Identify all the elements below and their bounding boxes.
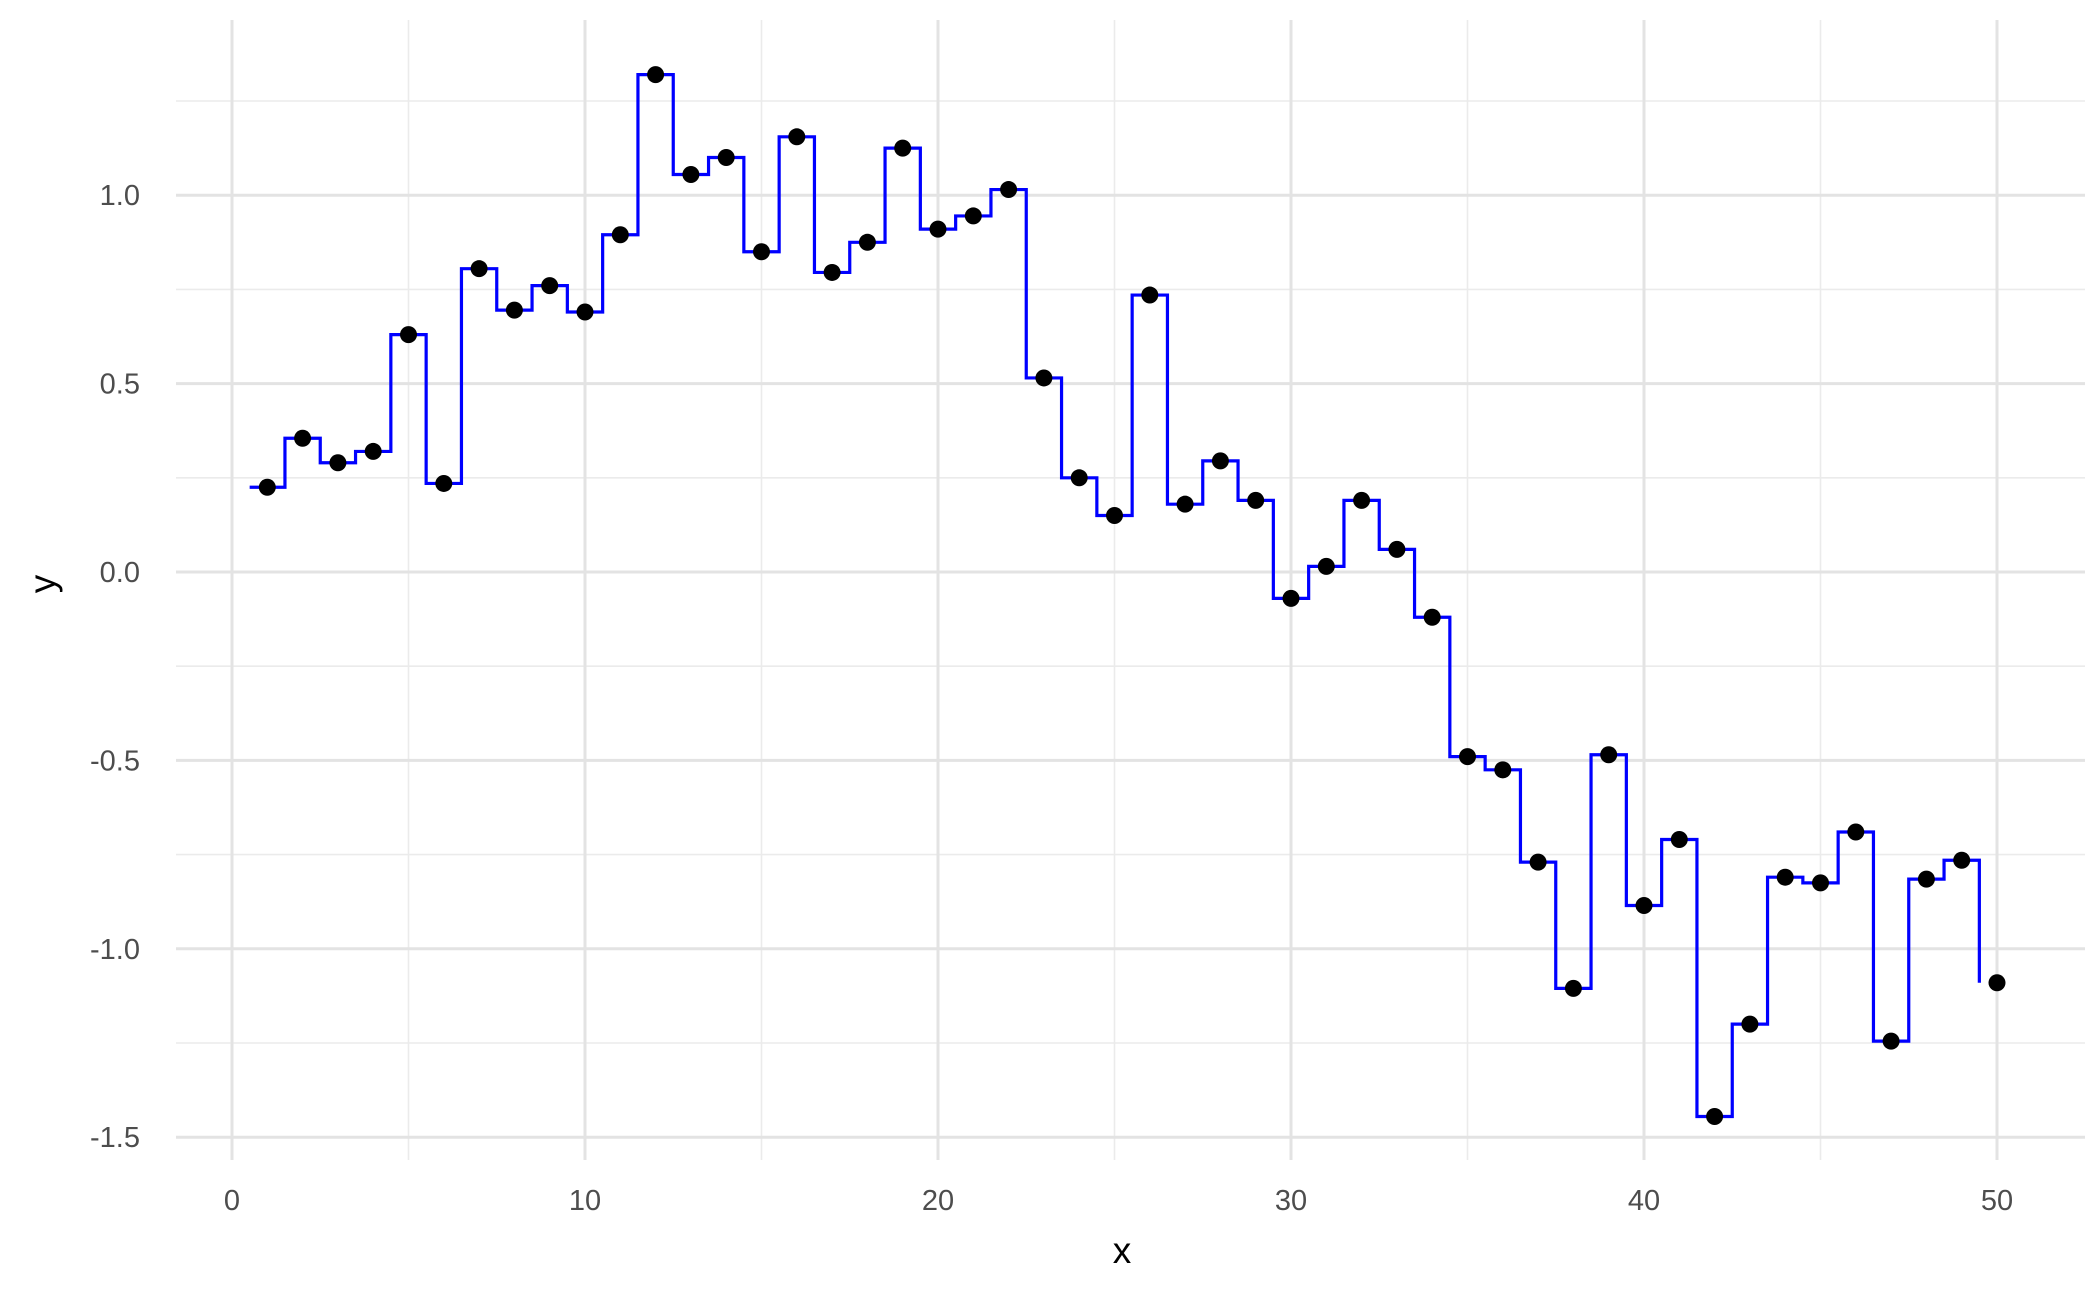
x-tick-label: 40 xyxy=(1628,1185,1660,1217)
y-tick-label: 1.0 xyxy=(100,180,140,212)
data-point xyxy=(470,260,488,278)
y-axis-title: y xyxy=(22,574,63,593)
y-tick-label: -1.5 xyxy=(90,1122,140,1154)
y-axis-ticks: -1.5 -1.0 -0.5 0.0 0.5 1.0 xyxy=(90,180,140,1154)
data-point xyxy=(1141,286,1159,304)
data-point xyxy=(611,226,629,244)
data-point xyxy=(435,474,453,492)
data-point xyxy=(1564,979,1582,997)
x-axis-title: x xyxy=(1113,1230,1132,1271)
data-point xyxy=(717,149,735,167)
x-tick-label: 10 xyxy=(569,1185,601,1217)
data-point xyxy=(1988,974,2006,992)
x-axis-ticks: 0 10 20 30 40 50 xyxy=(224,1185,2013,1217)
y-tick-label: -0.5 xyxy=(90,745,140,777)
data-point xyxy=(1741,1015,1759,1033)
data-point xyxy=(541,277,559,295)
data-point xyxy=(1070,469,1088,487)
data-point xyxy=(1282,589,1300,607)
data-point xyxy=(1247,491,1265,509)
data-point xyxy=(1459,748,1476,766)
y-tick-label: -1.0 xyxy=(90,934,140,966)
data-point xyxy=(1176,495,1194,513)
data-point xyxy=(647,66,665,84)
x-tick-label: 30 xyxy=(1275,1185,1307,1217)
x-tick-label: 0 xyxy=(224,1185,240,1217)
data-point xyxy=(1317,557,1335,575)
data-point xyxy=(788,128,806,146)
data-point xyxy=(1670,831,1688,849)
data-point xyxy=(929,220,947,238)
data-point xyxy=(1847,823,1865,841)
data-point xyxy=(1600,746,1618,764)
data-point xyxy=(294,429,312,447)
data-point xyxy=(400,326,417,344)
data-point xyxy=(682,165,700,183)
data-point xyxy=(1917,870,1935,888)
data-point xyxy=(1953,851,1971,869)
data-point xyxy=(1423,608,1441,626)
points-layer xyxy=(258,66,2006,1125)
x-tick-label: 50 xyxy=(1981,1185,2013,1217)
data-point xyxy=(329,454,347,472)
data-point xyxy=(1706,1107,1724,1125)
data-point xyxy=(576,303,594,321)
grid-major xyxy=(176,20,2085,1160)
data-point xyxy=(1882,1032,1900,1050)
data-point xyxy=(258,478,276,496)
data-point xyxy=(505,301,523,319)
data-point xyxy=(753,243,770,261)
data-point xyxy=(823,263,841,281)
data-point xyxy=(1635,896,1653,914)
y-tick-label: 0.0 xyxy=(100,557,140,589)
data-point xyxy=(1388,540,1406,558)
data-point xyxy=(1211,452,1229,470)
data-point xyxy=(964,207,982,225)
data-point xyxy=(1035,369,1053,387)
data-point xyxy=(1494,761,1512,779)
data-point xyxy=(1529,853,1547,871)
data-point xyxy=(1812,874,1829,892)
data-point xyxy=(894,139,912,157)
data-point xyxy=(1000,181,1018,199)
data-point xyxy=(364,442,382,460)
data-point xyxy=(1353,491,1371,509)
data-point xyxy=(1106,506,1123,524)
data-point xyxy=(858,233,876,251)
grid-minor xyxy=(176,20,2085,1160)
y-tick-label: 0.5 xyxy=(100,369,140,401)
data-point xyxy=(1776,868,1794,886)
x-tick-label: 20 xyxy=(922,1185,954,1217)
